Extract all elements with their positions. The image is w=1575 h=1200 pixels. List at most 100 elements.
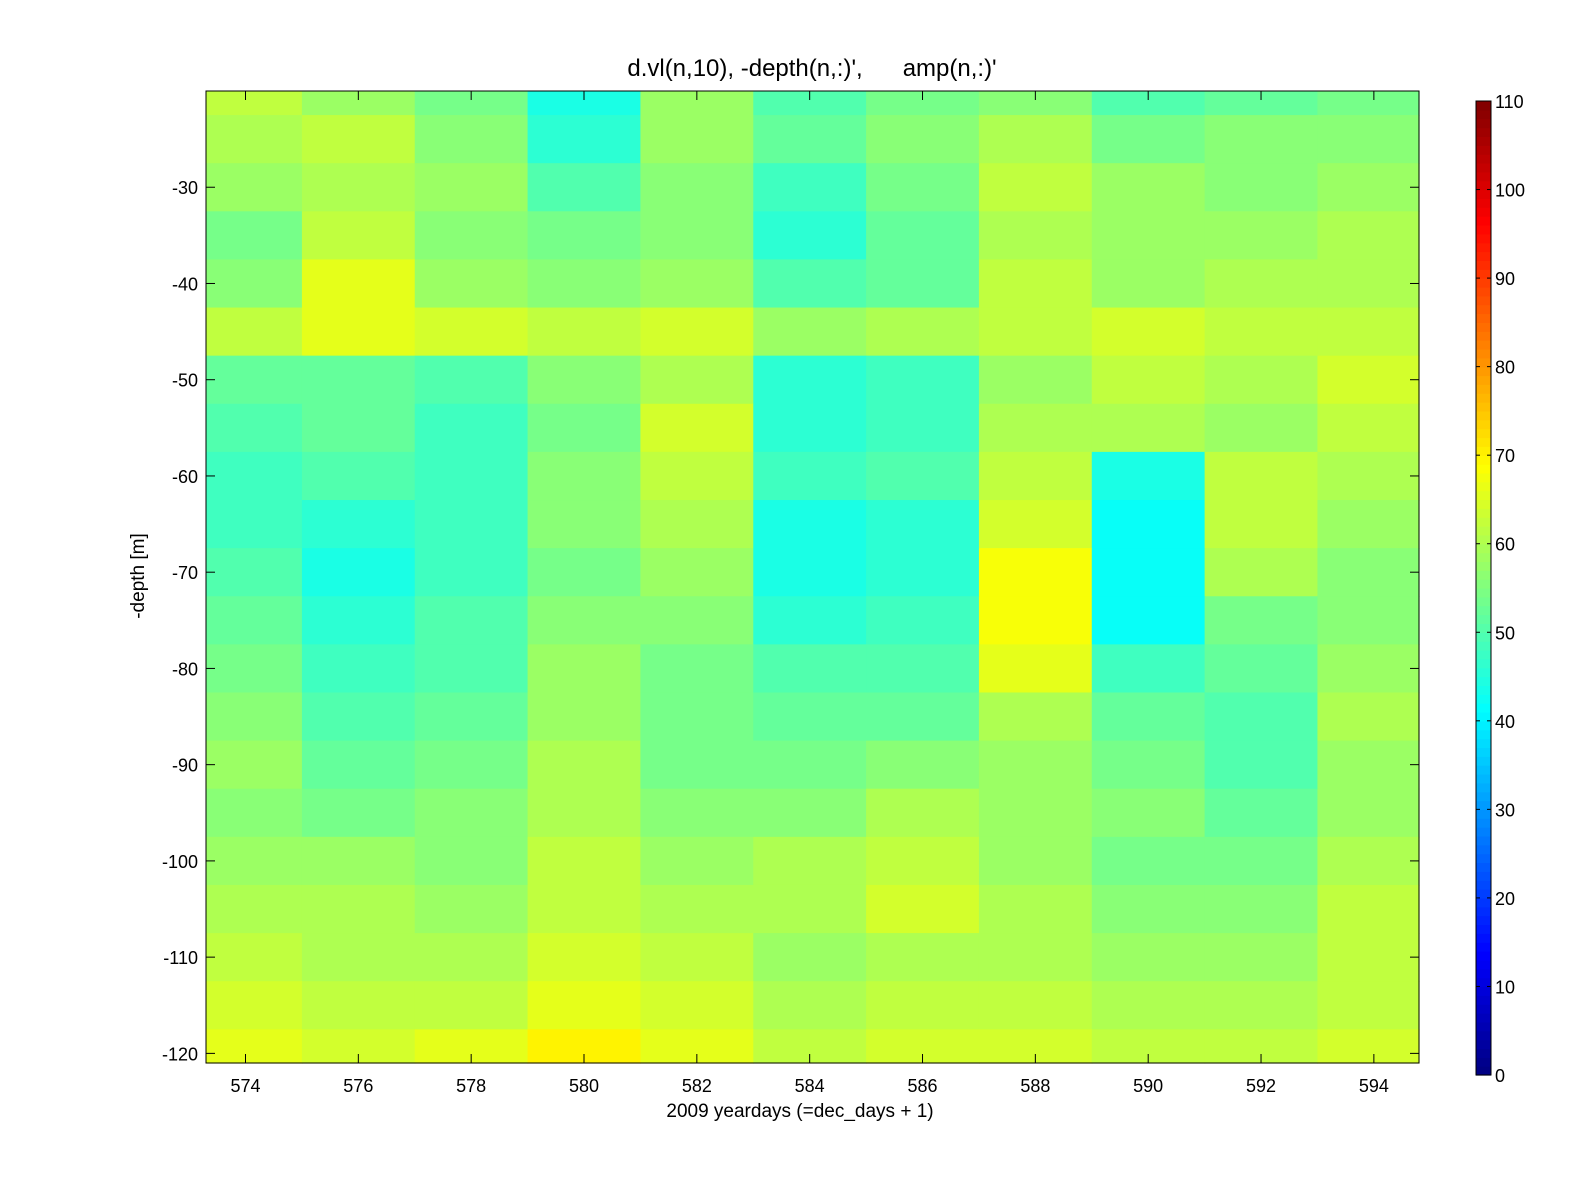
- heatmap-cell: [206, 548, 303, 597]
- heatmap-cell: [1091, 788, 1206, 838]
- heatmap-cell: [753, 355, 867, 405]
- heatmap-cell: [1317, 1029, 1420, 1064]
- colorbar-swatch: [1476, 428, 1491, 439]
- heatmap-cell: [206, 163, 303, 212]
- heatmap-cell: [1091, 981, 1206, 1030]
- colorbar-swatch: [1476, 313, 1491, 323]
- y-tick-label: -120: [162, 1044, 198, 1064]
- colorbar-swatch: [1476, 959, 1491, 970]
- y-tick-label: -30: [172, 178, 198, 198]
- heatmap-cell: [301, 933, 416, 982]
- heatmap-cell: [753, 307, 867, 357]
- colorbar-swatch: [1476, 393, 1491, 403]
- y-tick-label: -50: [172, 371, 198, 391]
- heatmap-cell: [1091, 211, 1206, 261]
- heatmap-cell: [301, 740, 416, 790]
- colorbar-swatch: [1476, 340, 1491, 350]
- colorbar-swatch: [1476, 472, 1491, 483]
- heatmap-cell: [1317, 211, 1420, 261]
- heatmap-cell: [206, 451, 303, 501]
- heatmap-cell: [301, 355, 416, 405]
- colorbar-swatch: [1476, 968, 1491, 979]
- heatmap-cell: [866, 692, 980, 742]
- colorbar-tick-label: 90: [1495, 269, 1515, 289]
- colorbar-swatch: [1476, 729, 1491, 740]
- heatmap-cell: [527, 163, 642, 212]
- x-tick-label: 574: [230, 1076, 260, 1096]
- heatmap-cell: [301, 692, 416, 742]
- heatmap-cell: [978, 836, 1093, 886]
- colorbar-swatch: [1476, 357, 1491, 368]
- heatmap-cell: [301, 403, 416, 453]
- colorbar-swatch: [1476, 446, 1491, 456]
- heatmap-cell: [1204, 403, 1319, 453]
- heatmap-cell: [527, 211, 642, 261]
- heatmap-cell: [1317, 403, 1420, 453]
- heatmap-cell: [1317, 115, 1420, 164]
- heatmap-cell: [1204, 500, 1319, 549]
- colorbar-tick-label: 60: [1495, 535, 1515, 555]
- heatmap-cell: [206, 500, 303, 549]
- heatmap-cell: [414, 884, 529, 934]
- colorbar-tick-label: 20: [1495, 889, 1515, 909]
- y-tick-label: -110: [163, 948, 198, 968]
- colorbar-swatch: [1476, 1048, 1491, 1058]
- heatmap-cell: [1091, 403, 1206, 453]
- heatmap-cell: [640, 596, 754, 645]
- colorbar-swatch: [1476, 906, 1491, 917]
- colorbar-swatch: [1476, 233, 1491, 244]
- heatmap-cell: [866, 403, 980, 453]
- heatmap-cell: [978, 163, 1093, 212]
- colorbar-swatch: [1476, 127, 1491, 138]
- heatmap-cell: [1317, 91, 1420, 116]
- heatmap-cell: [414, 933, 529, 982]
- heatmap-cell: [866, 644, 980, 694]
- heatmap-cell: [1204, 836, 1319, 886]
- colorbar: 0 10 20 30 40 50 60 70 80 90 100 110: [1475, 92, 1525, 1086]
- colorbar-swatch: [1476, 765, 1491, 775]
- heatmap-cell: [1091, 933, 1206, 982]
- colorbar-swatch: [1476, 145, 1491, 155]
- colorbar-swatch: [1476, 623, 1491, 633]
- heatmap-cell: [753, 115, 867, 164]
- colorbar-swatch: [1476, 552, 1491, 563]
- heatmap-cell: [414, 644, 529, 694]
- colorbar-swatch: [1476, 269, 1491, 279]
- heatmap-cell: [414, 981, 529, 1030]
- colorbar-swatch: [1476, 1039, 1491, 1050]
- heatmap-cell: [1317, 788, 1420, 838]
- heatmap-cell: [206, 836, 303, 886]
- y-tick-label: -90: [172, 756, 198, 776]
- heatmap-cell: [527, 644, 642, 694]
- colorbar-swatch: [1476, 977, 1491, 988]
- x-tick-label: 588: [1020, 1076, 1050, 1096]
- colorbar-swatch: [1476, 676, 1491, 686]
- heatmap-cell: [414, 163, 529, 212]
- colorbar-swatch: [1476, 464, 1491, 474]
- colorbar-swatch: [1476, 481, 1491, 492]
- x-tick-label: 582: [682, 1076, 712, 1096]
- heatmap-cell: [1317, 500, 1420, 549]
- heatmap-cell: [866, 788, 980, 838]
- colorbar-swatch: [1476, 437, 1491, 447]
- heatmap-cell: [301, 981, 416, 1030]
- heatmap-cell: [1091, 836, 1206, 886]
- colorbar-swatch: [1476, 889, 1491, 899]
- heatmap-cell: [1317, 163, 1420, 212]
- heatmap-cell: [640, 933, 754, 982]
- colorbar-swatch: [1476, 101, 1491, 111]
- y-tick-label: -60: [172, 467, 198, 487]
- heatmap-cell: [978, 211, 1093, 261]
- heatmap-cell: [206, 259, 303, 309]
- colorbar-swatch: [1476, 596, 1491, 607]
- chart-title: d.vl(n,10), -depth(n,:)', amp(n,:)': [627, 55, 996, 82]
- heatmap-cell: [527, 355, 642, 405]
- heatmap-cell: [640, 355, 754, 405]
- heatmap-cell: [206, 933, 303, 982]
- heatmap-cell: [1317, 644, 1420, 694]
- colorbar-swatch: [1476, 986, 1491, 996]
- colorbar-swatch: [1476, 995, 1491, 1005]
- heatmap-cell: [206, 403, 303, 453]
- heatmap-cell: [301, 307, 416, 357]
